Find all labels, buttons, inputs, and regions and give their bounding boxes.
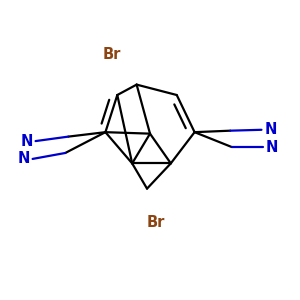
Text: N: N — [264, 122, 277, 137]
Text: N: N — [20, 134, 33, 148]
Text: Br: Br — [102, 47, 121, 62]
Text: N: N — [266, 140, 278, 154]
Text: N: N — [17, 152, 30, 166]
Text: Br: Br — [147, 215, 165, 230]
